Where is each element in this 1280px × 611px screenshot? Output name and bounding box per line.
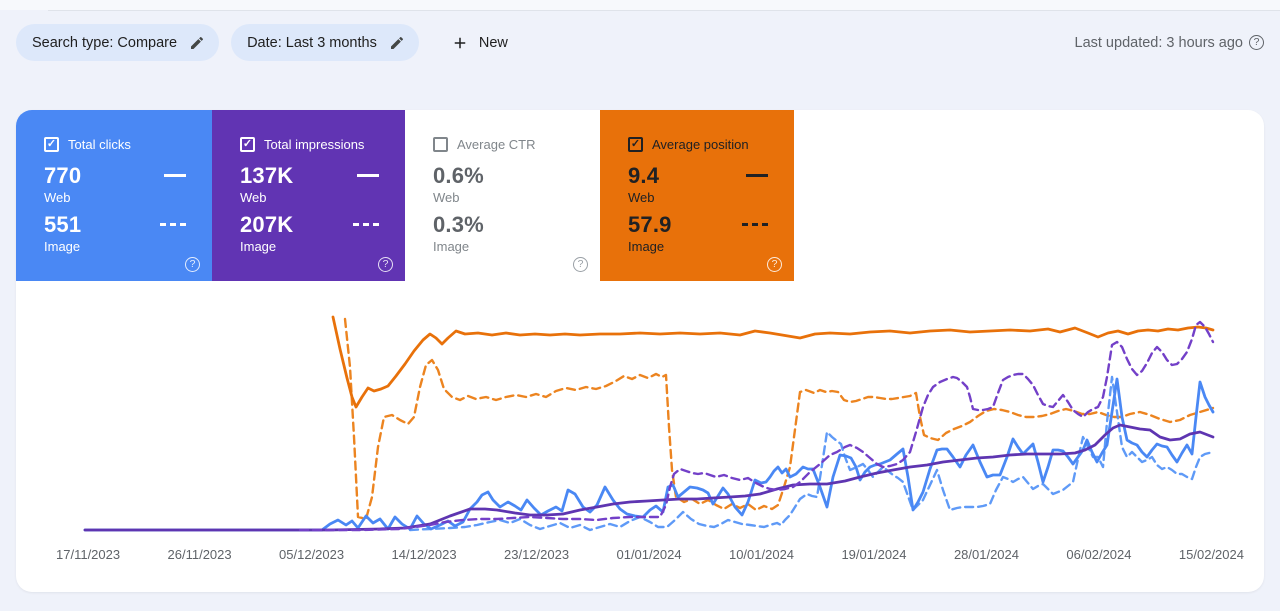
metric-tiles: Total clicks 770 Web 551 Image Total imp… <box>16 110 1264 281</box>
last-updated: Last updated: 3 hours ago <box>1074 34 1264 51</box>
x-axis-tick-label: 26/11/2023 <box>167 547 232 562</box>
web-label: Web <box>628 190 655 205</box>
metric-tile-total-impressions[interactable]: Total impressions 137K Web 207K Image <box>212 110 405 281</box>
x-axis-tick-label: 05/12/2023 <box>279 547 345 562</box>
total-clicks-checkbox[interactable] <box>44 137 59 152</box>
help-icon[interactable] <box>185 257 200 272</box>
web-value: 137K <box>240 163 294 188</box>
x-axis-tick-label: 15/02/2024 <box>1178 547 1244 562</box>
help-icon[interactable] <box>767 257 782 272</box>
dashed-line-legend-icon <box>742 223 768 226</box>
performance-card: Total clicks 770 Web 551 Image Total imp… <box>16 110 1264 592</box>
solid-line-legend-icon <box>164 174 186 177</box>
image-value: 57.9 <box>628 212 672 237</box>
help-icon[interactable] <box>1249 35 1264 50</box>
web-value: 0.6% <box>433 163 484 188</box>
x-axis: 17/11/2023 26/11/2023 05/12/2023 14/12/2023… <box>56 547 1244 562</box>
x-axis-tick-label: 01/01/2024 <box>616 547 682 562</box>
solid-line-legend-icon <box>746 174 768 177</box>
web-value: 770 <box>44 163 82 188</box>
total-impressions-checkbox[interactable] <box>240 137 255 152</box>
average-position-checkbox[interactable] <box>628 137 643 152</box>
metric-tile-average-ctr[interactable]: Average CTR 0.6% Web 0.3% Image <box>405 110 600 281</box>
x-axis-tick-label: 19/01/2024 <box>841 547 907 562</box>
average-ctr-checkbox[interactable] <box>433 137 448 152</box>
solid-line-legend-icon <box>357 174 379 177</box>
last-updated-text: Last updated: 3 hours ago <box>1074 34 1244 51</box>
metric-label: Total clicks <box>68 137 131 152</box>
dashed-line-legend-icon <box>353 223 379 226</box>
chart-series-image-impressions <box>298 320 1215 532</box>
chart-series-web-position <box>331 315 1215 409</box>
search-type-filter-chip[interactable]: Search type: Compare <box>16 24 220 61</box>
web-label: Web <box>433 190 460 205</box>
web-value: 9.4 <box>628 163 660 188</box>
image-label: Image <box>433 239 470 254</box>
top-divider <box>48 10 1280 11</box>
top-strip <box>0 0 1280 10</box>
filter-toolbar: Search type: Compare Date: Last 3 months… <box>16 24 1264 61</box>
web-label: Web <box>240 190 267 205</box>
search-type-filter-label: Search type: Compare <box>32 34 178 51</box>
web-label: Web <box>44 190 71 205</box>
chart-series-image-clicks <box>408 375 1215 532</box>
metric-tile-average-position[interactable]: Average position 9.4 Web 57.9 Image <box>600 110 794 281</box>
date-filter-chip[interactable]: Date: Last 3 months <box>231 24 419 61</box>
metric-label: Average CTR <box>457 137 536 152</box>
x-axis-tick-label: 06/02/2024 <box>1066 547 1132 562</box>
chart-series-web-impressions <box>83 423 1215 532</box>
metric-tile-total-clicks[interactable]: Total clicks 770 Web 551 Image <box>16 110 212 281</box>
metric-label: Total impressions <box>264 137 365 152</box>
chart-series-web-clicks <box>83 377 1215 532</box>
image-label: Image <box>628 239 665 254</box>
x-axis-tick-label: 14/12/2023 <box>391 547 457 562</box>
edit-pencil-icon[interactable] <box>189 35 205 51</box>
new-filter-button[interactable]: New <box>441 28 518 58</box>
dashed-line-legend-icon <box>160 223 186 226</box>
x-axis-tick-label: 28/01/2024 <box>953 547 1020 562</box>
help-icon[interactable] <box>378 257 393 272</box>
x-axis-tick-label: 10/01/2024 <box>728 547 795 562</box>
x-axis-tick-label: 23/12/2023 <box>504 547 570 562</box>
plus-icon <box>454 37 466 48</box>
performance-chart[interactable] <box>83 312 1215 549</box>
help-icon[interactable] <box>573 257 588 272</box>
metric-label: Average position <box>652 137 749 152</box>
image-label: Image <box>240 239 277 254</box>
image-value: 207K <box>240 212 294 237</box>
x-axis-tick-label: 17/11/2023 <box>56 547 121 562</box>
image-label: Image <box>44 239 81 254</box>
image-value: 551 <box>44 212 82 237</box>
date-filter-label: Date: Last 3 months <box>247 34 377 51</box>
edit-pencil-icon[interactable] <box>389 35 405 51</box>
image-value: 0.3% <box>433 212 484 237</box>
new-filter-button-label: New <box>478 34 508 51</box>
